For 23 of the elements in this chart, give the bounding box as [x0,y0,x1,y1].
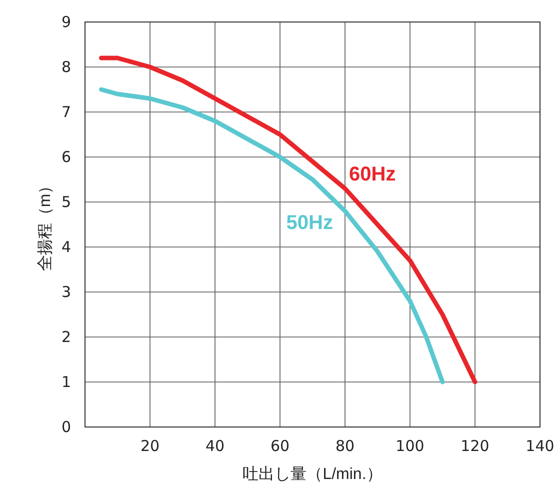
y-tick-label: 7 [61,103,71,121]
series-label: 60Hz [349,164,396,186]
y-tick-label: 4 [61,238,71,256]
x-tick-label: 80 [335,437,355,455]
x-tick-label: 120 [460,437,490,455]
y-tick-label: 0 [61,418,71,436]
series-label: 50Hz [286,212,333,234]
line-series [99,87,445,384]
y-axis-title: 全揚程（m） [37,178,54,272]
y-tick-label: 6 [61,148,71,166]
x-tick-label: 140 [526,437,554,455]
y-tick-label: 9 [61,13,71,31]
x-tick-label: 60 [270,437,290,455]
x-axis-title: 吐出し量（L/min.） [242,465,382,483]
x-tick-label: 40 [205,437,225,455]
y-tick-label: 5 [61,193,71,211]
x-tick-label: 20 [140,437,160,455]
y-tick-label: 3 [61,283,71,301]
line-series [99,56,478,384]
y-tick-label: 8 [61,58,71,76]
y-tick-label: 1 [61,373,71,391]
x-tick-label: 100 [396,437,424,455]
y-tick-label: 2 [61,328,71,346]
